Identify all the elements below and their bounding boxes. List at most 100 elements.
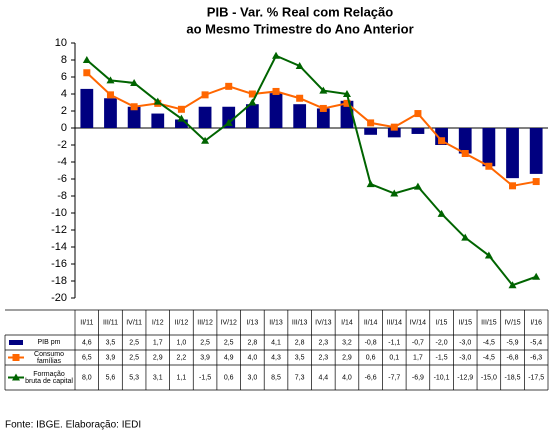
point	[272, 51, 281, 59]
line	[86, 54, 537, 287]
table-value: 4,4	[318, 374, 328, 381]
bar	[80, 88, 94, 128]
table-value: -10,1	[434, 374, 450, 381]
point	[82, 56, 91, 63]
point	[106, 91, 114, 99]
point	[177, 114, 186, 122]
category-label: II/11	[80, 319, 93, 326]
table-value: 4,6	[82, 339, 92, 346]
table-value: 3,5	[106, 339, 116, 346]
bar	[387, 128, 401, 138]
table-value: -6,3	[530, 354, 542, 361]
chart-title: PIB - Var. % Real com Relação	[207, 4, 393, 19]
table-value: 5,3	[129, 374, 139, 381]
point	[130, 103, 138, 111]
table-value: -2,0	[436, 339, 448, 346]
table-value: -17,5	[528, 374, 544, 381]
y-tick-label: 6	[61, 71, 67, 83]
table-value: 1,1	[177, 374, 187, 381]
table-value: -5,4	[530, 339, 542, 346]
y-tick-label: 4	[61, 88, 67, 100]
point	[532, 272, 541, 280]
source: Fonte: IBGE. Elaboração: IEDI	[5, 420, 141, 431]
point	[461, 150, 469, 157]
y-tick-label: -8	[57, 190, 67, 202]
category-label: IV/11	[126, 319, 142, 326]
category-label: III/15	[481, 319, 497, 326]
table-value: -6,9	[412, 374, 424, 381]
category-label: II/15	[458, 319, 472, 326]
table-value: 3,9	[106, 354, 116, 361]
table-value: 2,8	[248, 339, 258, 346]
table-value: 3,0	[248, 374, 258, 381]
category-label: I/16	[530, 319, 542, 326]
category-label: III/13	[292, 319, 308, 326]
point	[319, 104, 327, 112]
table-value: 8,5	[271, 374, 281, 381]
table-value: 0,1	[389, 354, 399, 361]
table-value: 1,7	[413, 354, 423, 361]
y-tick-label: -2	[57, 139, 67, 151]
point	[83, 69, 91, 77]
y-tick-label: -12	[51, 224, 67, 236]
y-tick-label: -6	[57, 173, 67, 185]
y-tick-label: 10	[55, 37, 67, 49]
point	[367, 119, 375, 127]
table-value: 4,3	[271, 354, 281, 361]
table-value: 2,3	[318, 354, 328, 361]
y-tick-label: -18	[51, 275, 67, 287]
point	[12, 354, 20, 361]
category-label: I/14	[341, 319, 353, 326]
point	[130, 78, 139, 86]
point	[390, 123, 398, 131]
point	[248, 98, 257, 106]
point	[201, 91, 209, 99]
table-value: 0,6	[224, 374, 234, 381]
y-tick-label: -14	[51, 241, 67, 253]
point	[390, 189, 399, 197]
point	[438, 137, 446, 145]
bar	[104, 98, 117, 128]
point	[461, 233, 470, 241]
table-value: -3,0	[459, 339, 471, 346]
category-label: II/13	[269, 319, 283, 326]
bar	[269, 93, 283, 128]
table-value: 1,0	[177, 339, 187, 346]
legend-label: PIB pm	[38, 339, 61, 346]
bar	[506, 128, 519, 179]
point	[272, 87, 280, 95]
point	[319, 86, 328, 94]
legend-text: Consumo famílias	[34, 350, 64, 365]
table-value: -5,9	[506, 339, 518, 346]
table-value: 2,9	[153, 354, 163, 361]
table-value: -1,5	[199, 374, 211, 381]
category-label: I/15	[436, 319, 448, 326]
category-label: III/14	[386, 319, 402, 326]
legend-key	[9, 340, 23, 345]
y-tick-label: 2	[61, 105, 67, 117]
series	[82, 51, 541, 289]
table-value: 8,0	[82, 374, 92, 381]
point	[295, 61, 304, 69]
legend-label: Formação bruta de capital	[25, 371, 73, 385]
point	[342, 90, 351, 97]
table-value: 4,0	[248, 354, 258, 361]
table-value: -1,5	[436, 354, 448, 361]
table-value: 2,5	[224, 339, 234, 346]
table-value: 1,7	[153, 339, 163, 346]
table-value: -4,5	[483, 339, 495, 346]
table-value: 4,0	[342, 374, 352, 381]
point	[106, 76, 115, 84]
table-value: -12,9	[457, 374, 473, 381]
table-value: 2,5	[129, 354, 139, 361]
point	[343, 99, 351, 107]
category-label: IV/12	[221, 319, 237, 326]
table-value: 3,9	[200, 354, 210, 361]
point	[484, 251, 493, 259]
data-table: II/11 III/11 IV/11 I/12 II/12 III/12 IV/12 I/13…	[4, 309, 549, 391]
table-value: -3,0	[459, 354, 471, 361]
point	[153, 97, 162, 105]
bar	[127, 106, 141, 128]
bar	[151, 113, 165, 128]
